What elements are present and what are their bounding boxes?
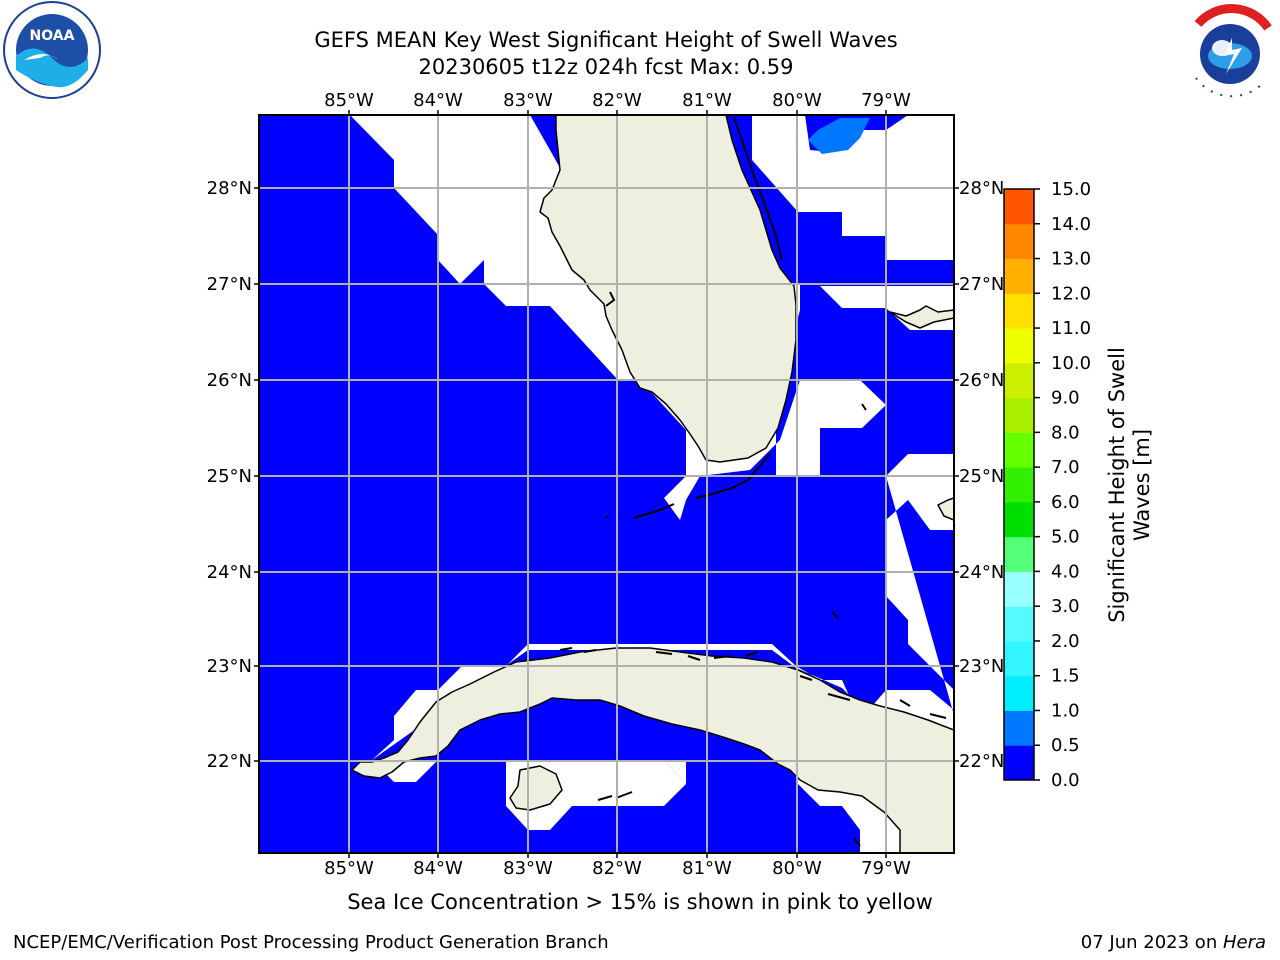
colorbar-segment — [1004, 432, 1034, 468]
colorbar-label: Significant Height of Swell Waves [m] — [1105, 347, 1155, 623]
colorbar-segment — [1004, 606, 1034, 642]
noaa-logo: NOAA — [3, 1, 101, 99]
lat-tick-right: 27°N — [959, 274, 1004, 295]
colorbar-tick-label: 13.0 — [1051, 249, 1091, 270]
colorbar-segment — [1004, 328, 1034, 364]
lat-tick-right: 23°N — [959, 656, 1004, 677]
lon-tick-top: 79°W — [861, 90, 911, 111]
lon-tick-bottom: 85°W — [324, 858, 374, 879]
colorbar-tick-label: 1.5 — [1051, 666, 1080, 687]
colorbar-tick-label: 12.0 — [1051, 283, 1091, 304]
lat-tick-left: 23°N — [207, 656, 252, 677]
lat-tick-left: 28°N — [207, 178, 252, 199]
colorbar-tick-label: 5.0 — [1051, 527, 1080, 548]
florida-landmass — [539, 115, 797, 463]
colorbar-segment — [1004, 223, 1034, 260]
colorbar-segment — [1004, 571, 1034, 607]
lon-tick-top: 83°W — [503, 90, 553, 111]
colorbar-tick-label: 14.0 — [1051, 214, 1091, 235]
noaa-logo-text: NOAA — [30, 28, 75, 44]
chart-subtitle: 20230605 t12z 024h fcst Max: 0.59 — [418, 55, 794, 79]
footer-date-text: 07 Jun 2023 on — [1080, 932, 1223, 953]
colorbar-tick-label: 8.0 — [1051, 422, 1080, 443]
lon-tick-top: 84°W — [413, 90, 463, 111]
lon-tick-bottom: 80°W — [772, 858, 822, 879]
colorbar-segment — [1004, 258, 1034, 294]
lon-tick-bottom: 79°W — [861, 858, 911, 879]
graticule — [259, 115, 954, 853]
lat-tick-right: 28°N — [959, 178, 1004, 199]
lon-tick-bottom: 82°W — [592, 858, 642, 879]
lon-tick-top: 81°W — [682, 90, 732, 111]
lon-tick-bottom: 84°W — [413, 858, 463, 879]
lat-tick-right: 24°N — [959, 562, 1004, 583]
footer-date: 07 Jun 2023 on Hera — [1081, 932, 1266, 953]
bahamas-fragment — [889, 305, 954, 329]
lat-tick-left: 22°N — [207, 751, 252, 772]
colorbar-segment — [1004, 293, 1034, 329]
lat-tick-left: 24°N — [207, 562, 252, 583]
cuba-landmass — [351, 647, 954, 853]
colorbar-label-line: Waves [m] — [1130, 428, 1154, 542]
colorbar-segment — [1004, 362, 1034, 399]
footer-credit: NCEP/EMC/Verification Post Processing Pr… — [13, 932, 609, 953]
colorbar-tick-label: 15.0 — [1051, 179, 1091, 200]
lon-tick-top: 82°W — [592, 90, 642, 111]
lon-tick-top: 85°W — [324, 90, 374, 111]
colorbar-segment — [1004, 397, 1034, 433]
coastline-details — [559, 117, 947, 847]
footer-host: Hera — [1222, 932, 1266, 953]
colorbar: 0.0 0.5 1.0 1.5 2.0 3.0 4.0 5.0 6.0 7.0 8.0 9.0 10.0… — [1003, 179, 1091, 791]
chart-title: GEFS MEAN Key West Significant Height of… — [314, 28, 898, 52]
nws-logo — [1186, 4, 1274, 98]
colorbar-tick-label: 1.0 — [1051, 700, 1080, 721]
colorbar-tick-label: 6.0 — [1051, 492, 1080, 513]
colorbar-label-line: Significant Height of Swell — [1105, 347, 1129, 623]
lat-tick-left: 25°N — [207, 466, 252, 487]
colorbar-tick-label: 0.5 — [1051, 735, 1080, 756]
colorbar-tick-label: 0.0 — [1051, 770, 1080, 791]
colorbar-segment — [1004, 467, 1034, 503]
colorbar-frame — [1003, 188, 1035, 781]
map-frame — [258, 114, 955, 854]
colorbar-tick-label: 2.0 — [1051, 631, 1080, 652]
lat-tick-right: 25°N — [959, 466, 1004, 487]
isla-juventud — [509, 765, 563, 811]
colorbar-tick-label: 4.0 — [1051, 561, 1080, 582]
colorbar-segment — [1004, 501, 1034, 538]
colorbar-tick-label: 9.0 — [1051, 388, 1080, 409]
colorbar-segment — [1004, 675, 1034, 711]
colorbar-segment — [1004, 640, 1034, 677]
colorbar-tick-label: 11.0 — [1051, 318, 1091, 339]
land — [351, 115, 954, 853]
lon-tick-bottom: 83°W — [503, 858, 553, 879]
lat-tick-right: 26°N — [959, 370, 1004, 391]
colorbar-tick-label: 7.0 — [1051, 457, 1080, 478]
colorbar-segment — [1004, 745, 1034, 781]
lat-tick-right: 22°N — [959, 751, 1004, 772]
lon-tick-bottom: 81°W — [682, 858, 732, 879]
colorbar-tick-label: 10.0 — [1051, 353, 1091, 374]
lat-tick-left: 27°N — [207, 274, 252, 295]
colorbar-segment — [1004, 710, 1034, 746]
colorbar-segment — [1004, 536, 1034, 572]
colorbar-segment — [1004, 189, 1034, 225]
swell-patch-0.5-1.0 — [808, 118, 870, 154]
sea-ice-note: Sea Ice Concentration > 15% is shown in … — [347, 890, 933, 914]
lat-tick-left: 26°N — [207, 370, 252, 391]
colorbar-tick-label: 3.0 — [1051, 596, 1080, 617]
lon-tick-top: 80°W — [772, 90, 822, 111]
